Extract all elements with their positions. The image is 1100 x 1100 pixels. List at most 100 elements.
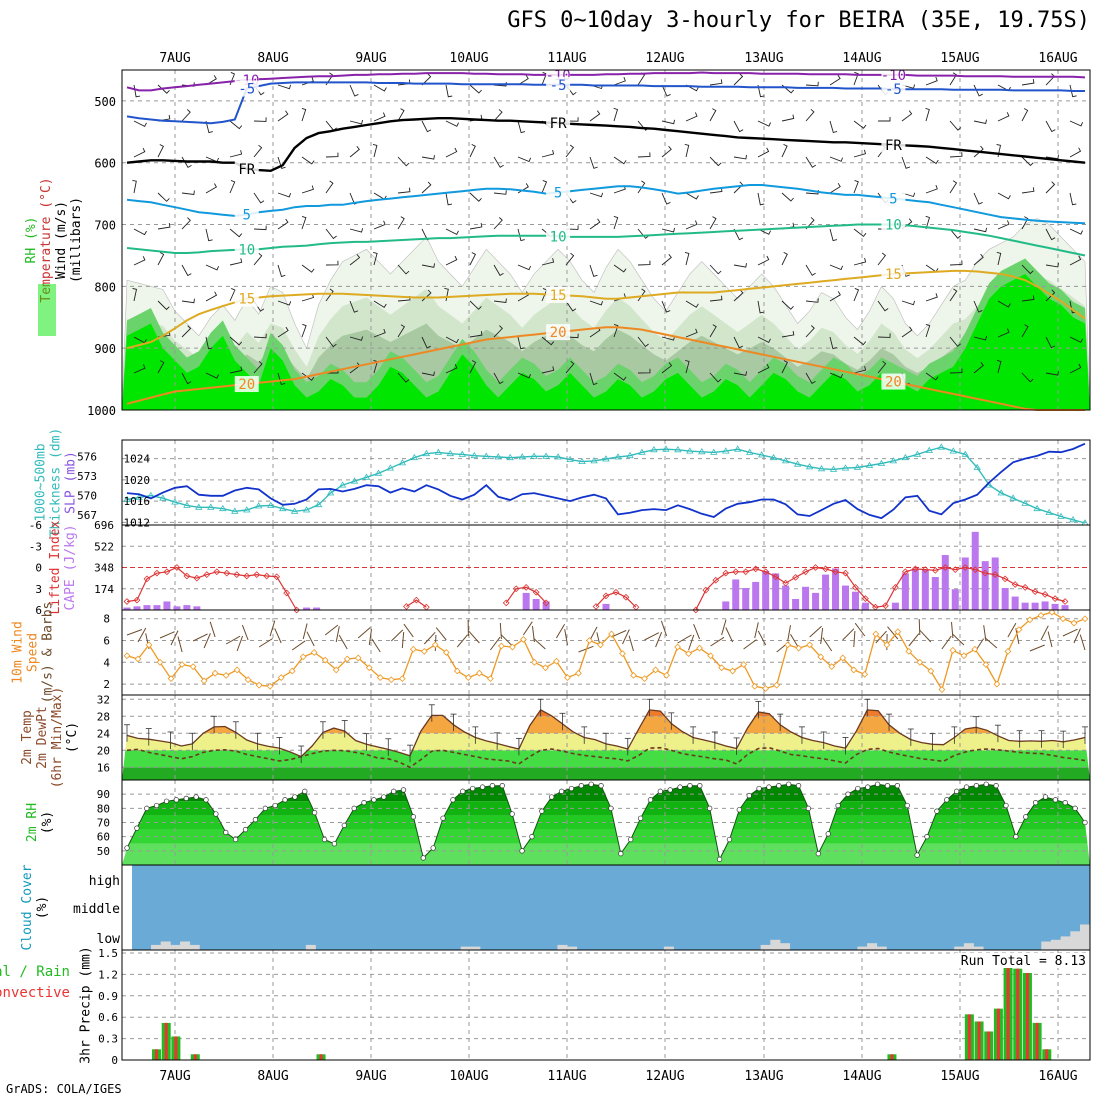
rh-point — [430, 845, 436, 851]
wind-barb — [661, 254, 672, 266]
isotherm-label: 15 — [238, 292, 255, 308]
li-point — [772, 573, 780, 581]
wind-barb — [613, 264, 627, 273]
wind-barb — [421, 181, 432, 194]
wind-speed-point — [497, 642, 505, 650]
panel-frame — [121, 69, 1091, 411]
isotherm-line — [126, 326, 1085, 411]
cape-bar — [971, 531, 979, 610]
wind-barb — [613, 215, 619, 230]
rh-point — [470, 785, 476, 792]
wind-barb — [421, 73, 432, 86]
isotherm-label-bg — [234, 80, 259, 97]
minmax-bars — [124, 698, 1088, 763]
rh-point — [795, 783, 802, 789]
wind-barb — [469, 331, 483, 338]
wind-barb — [1021, 295, 1035, 302]
wind-barb — [1021, 108, 1029, 122]
isotherm-label-bg — [881, 266, 906, 282]
li-point — [542, 599, 550, 607]
cloud-level-label: high — [89, 874, 120, 889]
wind-barb — [157, 223, 171, 230]
wind-barb — [133, 256, 146, 266]
thickness-point — [494, 453, 502, 460]
rh-point — [736, 807, 742, 813]
wind-barb — [565, 360, 575, 374]
thickness-point — [745, 448, 754, 455]
surface-wind-barb — [710, 636, 725, 647]
legend-convective: Convective — [0, 985, 70, 1001]
wind-barb — [373, 300, 387, 309]
li-point — [143, 575, 151, 583]
wind-barb — [325, 288, 334, 302]
wind-barb — [685, 328, 698, 338]
rh-fill-dark — [122, 274, 1090, 410]
cape-bar — [1001, 588, 1009, 610]
cape-bar — [313, 607, 321, 610]
wind-barb — [301, 215, 307, 230]
temp-tick-label: 16 — [97, 761, 110, 774]
thickness-point — [997, 489, 1005, 496]
wind-barb — [1045, 228, 1056, 241]
rh-point — [163, 798, 170, 804]
cape-bar — [742, 588, 750, 610]
thickness-tick-label: 573 — [77, 470, 97, 483]
axis-label: (%) — [35, 896, 50, 919]
rh-point — [321, 836, 328, 843]
cape-bar — [981, 561, 989, 610]
wind-barb — [637, 260, 651, 266]
thickness-point — [266, 501, 275, 508]
wind-speed-point — [299, 653, 307, 661]
wind-barb — [925, 156, 939, 165]
surface-wind-barb — [338, 634, 348, 650]
wind-barb — [253, 360, 263, 374]
rh-point — [529, 834, 535, 840]
thickness-point — [698, 448, 706, 455]
wind-speed-point — [211, 669, 219, 677]
cape-bar — [133, 606, 141, 610]
wind-barb — [373, 220, 386, 230]
thickness-point — [1021, 499, 1029, 506]
surface-wind-barb — [555, 624, 566, 639]
isotherm-label: -10 — [881, 68, 906, 84]
wind-speed-point — [520, 636, 527, 643]
wind-barb — [709, 295, 723, 302]
thickness-point — [566, 455, 574, 462]
cloud-background — [132, 865, 1090, 950]
surface-wind-barb — [1029, 644, 1045, 652]
thickness-point — [913, 450, 922, 457]
wind-barb — [445, 336, 459, 344]
wind-speed-point — [134, 655, 142, 663]
thickness-point — [350, 477, 359, 484]
wind-barb — [949, 228, 962, 239]
wind-speed-point — [431, 641, 439, 649]
wind-barb — [805, 325, 815, 338]
wind-barb — [829, 291, 841, 302]
isotherm-label: 10 — [550, 229, 567, 245]
wind-barb — [229, 258, 243, 266]
rh-point — [410, 814, 417, 820]
isotherm-label: 10 — [238, 242, 255, 258]
isotherm-label-bg — [881, 81, 906, 98]
wind-barb — [829, 156, 844, 162]
wind-barb — [349, 300, 359, 313]
wind-barb — [253, 252, 263, 266]
wind-speed-point — [509, 643, 516, 651]
low-cloud-bar — [954, 946, 965, 950]
wind-barb — [229, 287, 236, 302]
li-point — [941, 564, 949, 571]
low-cloud-bar — [470, 946, 481, 950]
axis-label: 2m RH — [25, 803, 40, 842]
surface-wind-barb — [306, 631, 315, 647]
wind-speed-point — [244, 676, 252, 684]
li-point — [173, 564, 181, 571]
rh-point — [568, 785, 575, 792]
rh-point — [203, 797, 209, 803]
wind-barb — [589, 156, 598, 169]
surface-wind-barb — [500, 634, 513, 647]
surface-wind-barb — [1079, 634, 1086, 651]
li-point — [792, 574, 799, 581]
rh-point — [361, 800, 367, 806]
li-point — [163, 568, 171, 576]
li-point — [213, 568, 221, 576]
